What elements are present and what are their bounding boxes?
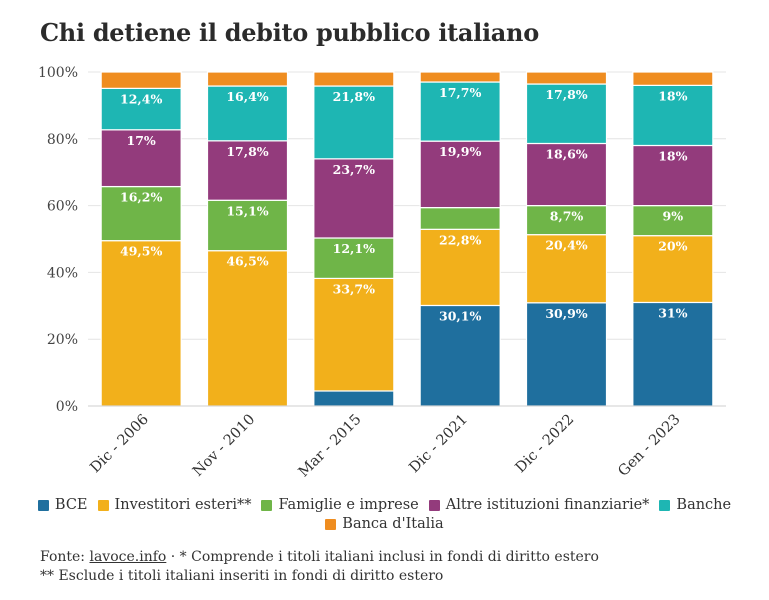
- data-label: 30,9%: [545, 306, 587, 321]
- data-label: 9%: [663, 209, 684, 224]
- y-tick-label: 100%: [38, 65, 78, 81]
- legend-swatch-bce: [37, 500, 49, 511]
- bar-segment: [632, 235, 714, 304]
- bar-segment: [632, 71, 714, 86]
- y-tick-label: 40%: [47, 265, 78, 281]
- bar-segment: [206, 71, 289, 87]
- x-tick-label: Dic - 2021: [406, 412, 471, 477]
- data-label: 30,1%: [439, 308, 481, 323]
- bar-segment: [419, 140, 501, 209]
- source-prefix: Fonte:: [40, 549, 90, 565]
- data-label: 22,8%: [439, 232, 481, 247]
- legend-item-banche: Banche: [659, 496, 731, 515]
- legend-item-bce: BCE: [37, 496, 88, 515]
- legend-swatch-banche: [659, 500, 671, 511]
- chart-title: Chi detiene il debito pubblico italiano: [40, 18, 539, 47]
- legend-item-altre-istituzioni: Altre istituzioni finanziarie*: [428, 496, 650, 515]
- data-label: 20%: [658, 239, 687, 254]
- bar-segment: [632, 144, 714, 207]
- data-label: 49,5%: [120, 244, 162, 259]
- legend-swatch-investitori-esteri: [97, 500, 109, 511]
- bar-segment: [525, 205, 608, 236]
- footer-line-1: Fonte: lavoce.info · * Comprende i titol…: [40, 548, 599, 567]
- bar-segment: [100, 240, 182, 407]
- legend-swatch-banca-italia: [325, 519, 337, 530]
- bar-segment: [313, 158, 395, 239]
- bar-segment: [419, 304, 501, 407]
- data-label: 16,2%: [120, 190, 162, 205]
- bar-segment: [313, 277, 395, 392]
- footnote-1: · * Comprende i titoli italiani inclusi …: [166, 549, 599, 565]
- data-label: 21,8%: [333, 89, 375, 104]
- x-tick-label: Dic - 2022: [513, 412, 578, 477]
- x-tick-label: Nov - 2010: [190, 412, 258, 480]
- data-label: 18%: [658, 148, 687, 163]
- bar-segment: [419, 71, 501, 83]
- legend-label-famiglie-imprese: Famiglie e imprese: [278, 497, 419, 513]
- legend-label-bce: BCE: [54, 497, 88, 513]
- bar-segment: [100, 129, 182, 188]
- bar-segment: [313, 71, 395, 87]
- bar-segment: [525, 71, 608, 85]
- y-tick-label: 60%: [47, 199, 78, 215]
- data-label: 46,5%: [226, 254, 268, 269]
- bar-segment: [206, 199, 289, 252]
- data-label: 17%: [127, 133, 156, 148]
- legend-item-banca-italia: Banca d'Italia: [325, 515, 444, 534]
- bar-segment: [525, 234, 608, 304]
- data-label: 15,1%: [226, 203, 268, 218]
- bar-segment: [419, 207, 501, 230]
- data-label: 23,7%: [333, 162, 375, 177]
- data-label: 18,6%: [545, 146, 587, 161]
- source-link[interactable]: lavoce.info: [89, 549, 167, 565]
- data-label: 16,4%: [226, 89, 268, 104]
- legend-swatch-altre-istituzioni: [428, 500, 440, 511]
- y-tick-label: 0%: [56, 399, 78, 415]
- data-label: 12,1%: [333, 241, 375, 256]
- legend-label-investitori-esteri: Investitori esteri**: [114, 497, 252, 513]
- legend-row-2: Banca d'Italia: [0, 515, 769, 534]
- bar-segment: [100, 71, 182, 89]
- bar-segment: [632, 84, 714, 147]
- bar-segment: [419, 81, 501, 142]
- bar-segment: [632, 301, 714, 407]
- chart-footer: Fonte: lavoce.info · * Comprende i titol…: [40, 548, 599, 586]
- bar-segment: [313, 390, 395, 407]
- bar-segment: [206, 250, 289, 407]
- legend-label-banche: Banche: [676, 497, 732, 513]
- data-label: 12,4%: [120, 91, 162, 106]
- y-tick-label: 20%: [47, 332, 78, 348]
- x-tick-label: Mar - 2015: [296, 412, 365, 481]
- data-label: 20,4%: [545, 238, 587, 253]
- x-tick-label: Gen - 2023: [615, 412, 683, 480]
- data-label: 17,8%: [226, 144, 268, 159]
- bar-segment: [525, 83, 608, 145]
- data-label: 8,7%: [550, 209, 584, 224]
- data-label: 31%: [658, 305, 687, 320]
- legend-item-famiglie-imprese: Famiglie e imprese: [261, 496, 419, 515]
- y-tick-label: 80%: [47, 132, 78, 148]
- bar-segment: [525, 142, 608, 207]
- legend-row-1: BCE Investitori esteri** Famiglie e impr…: [0, 496, 769, 515]
- footnote-2: ** Esclude i titoli italiani inseriti in…: [40, 568, 444, 584]
- legend-label-banca-italia: Banca d'Italia: [342, 516, 444, 532]
- x-tick-label: Dic - 2006: [87, 412, 152, 477]
- bar-segment: [206, 85, 289, 142]
- legend-swatch-famiglie-imprese: [261, 500, 273, 511]
- data-label: 19,9%: [439, 144, 481, 159]
- bar-segment: [313, 85, 395, 160]
- data-label: 18%: [658, 88, 687, 103]
- data-label: 17,8%: [545, 87, 587, 102]
- bar-segment: [419, 228, 501, 307]
- legend-item-investitori-esteri: Investitori esteri**: [97, 496, 252, 515]
- chart-legend: BCE Investitori esteri** Famiglie e impr…: [0, 496, 769, 534]
- legend-label-altre-istituzioni: Altre istituzioni finanziarie*: [445, 497, 650, 513]
- data-label: 33,7%: [333, 281, 375, 296]
- data-label: 17,7%: [439, 85, 481, 100]
